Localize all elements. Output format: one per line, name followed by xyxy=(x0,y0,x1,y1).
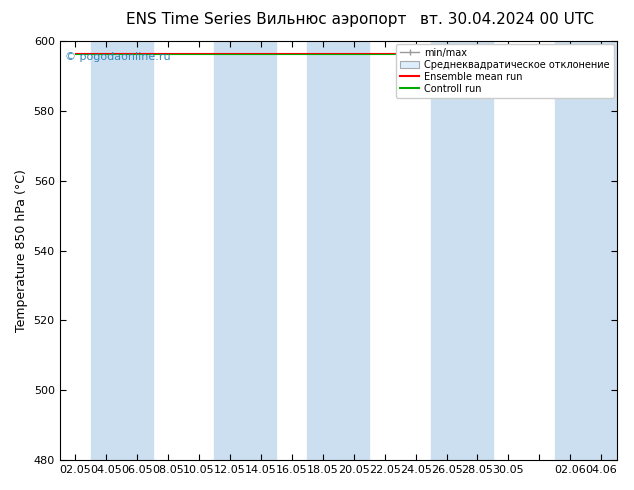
Bar xyxy=(431,41,493,460)
Text: вт. 30.04.2024 00 UTC: вт. 30.04.2024 00 UTC xyxy=(420,12,594,27)
Bar xyxy=(555,41,617,460)
Bar xyxy=(91,41,153,460)
Y-axis label: Temperature 850 hPa (°C): Temperature 850 hPa (°C) xyxy=(15,169,28,332)
Legend: min/max, Среднеквадратическое отклонение, Ensemble mean run, Controll run: min/max, Среднеквадратическое отклонение… xyxy=(396,44,614,98)
Bar xyxy=(214,41,276,460)
Text: © pogodaonline.ru: © pogodaonline.ru xyxy=(65,51,171,62)
Text: ENS Time Series Вильнюс аэропорт: ENS Time Series Вильнюс аэропорт xyxy=(126,12,406,27)
Bar xyxy=(307,41,369,460)
